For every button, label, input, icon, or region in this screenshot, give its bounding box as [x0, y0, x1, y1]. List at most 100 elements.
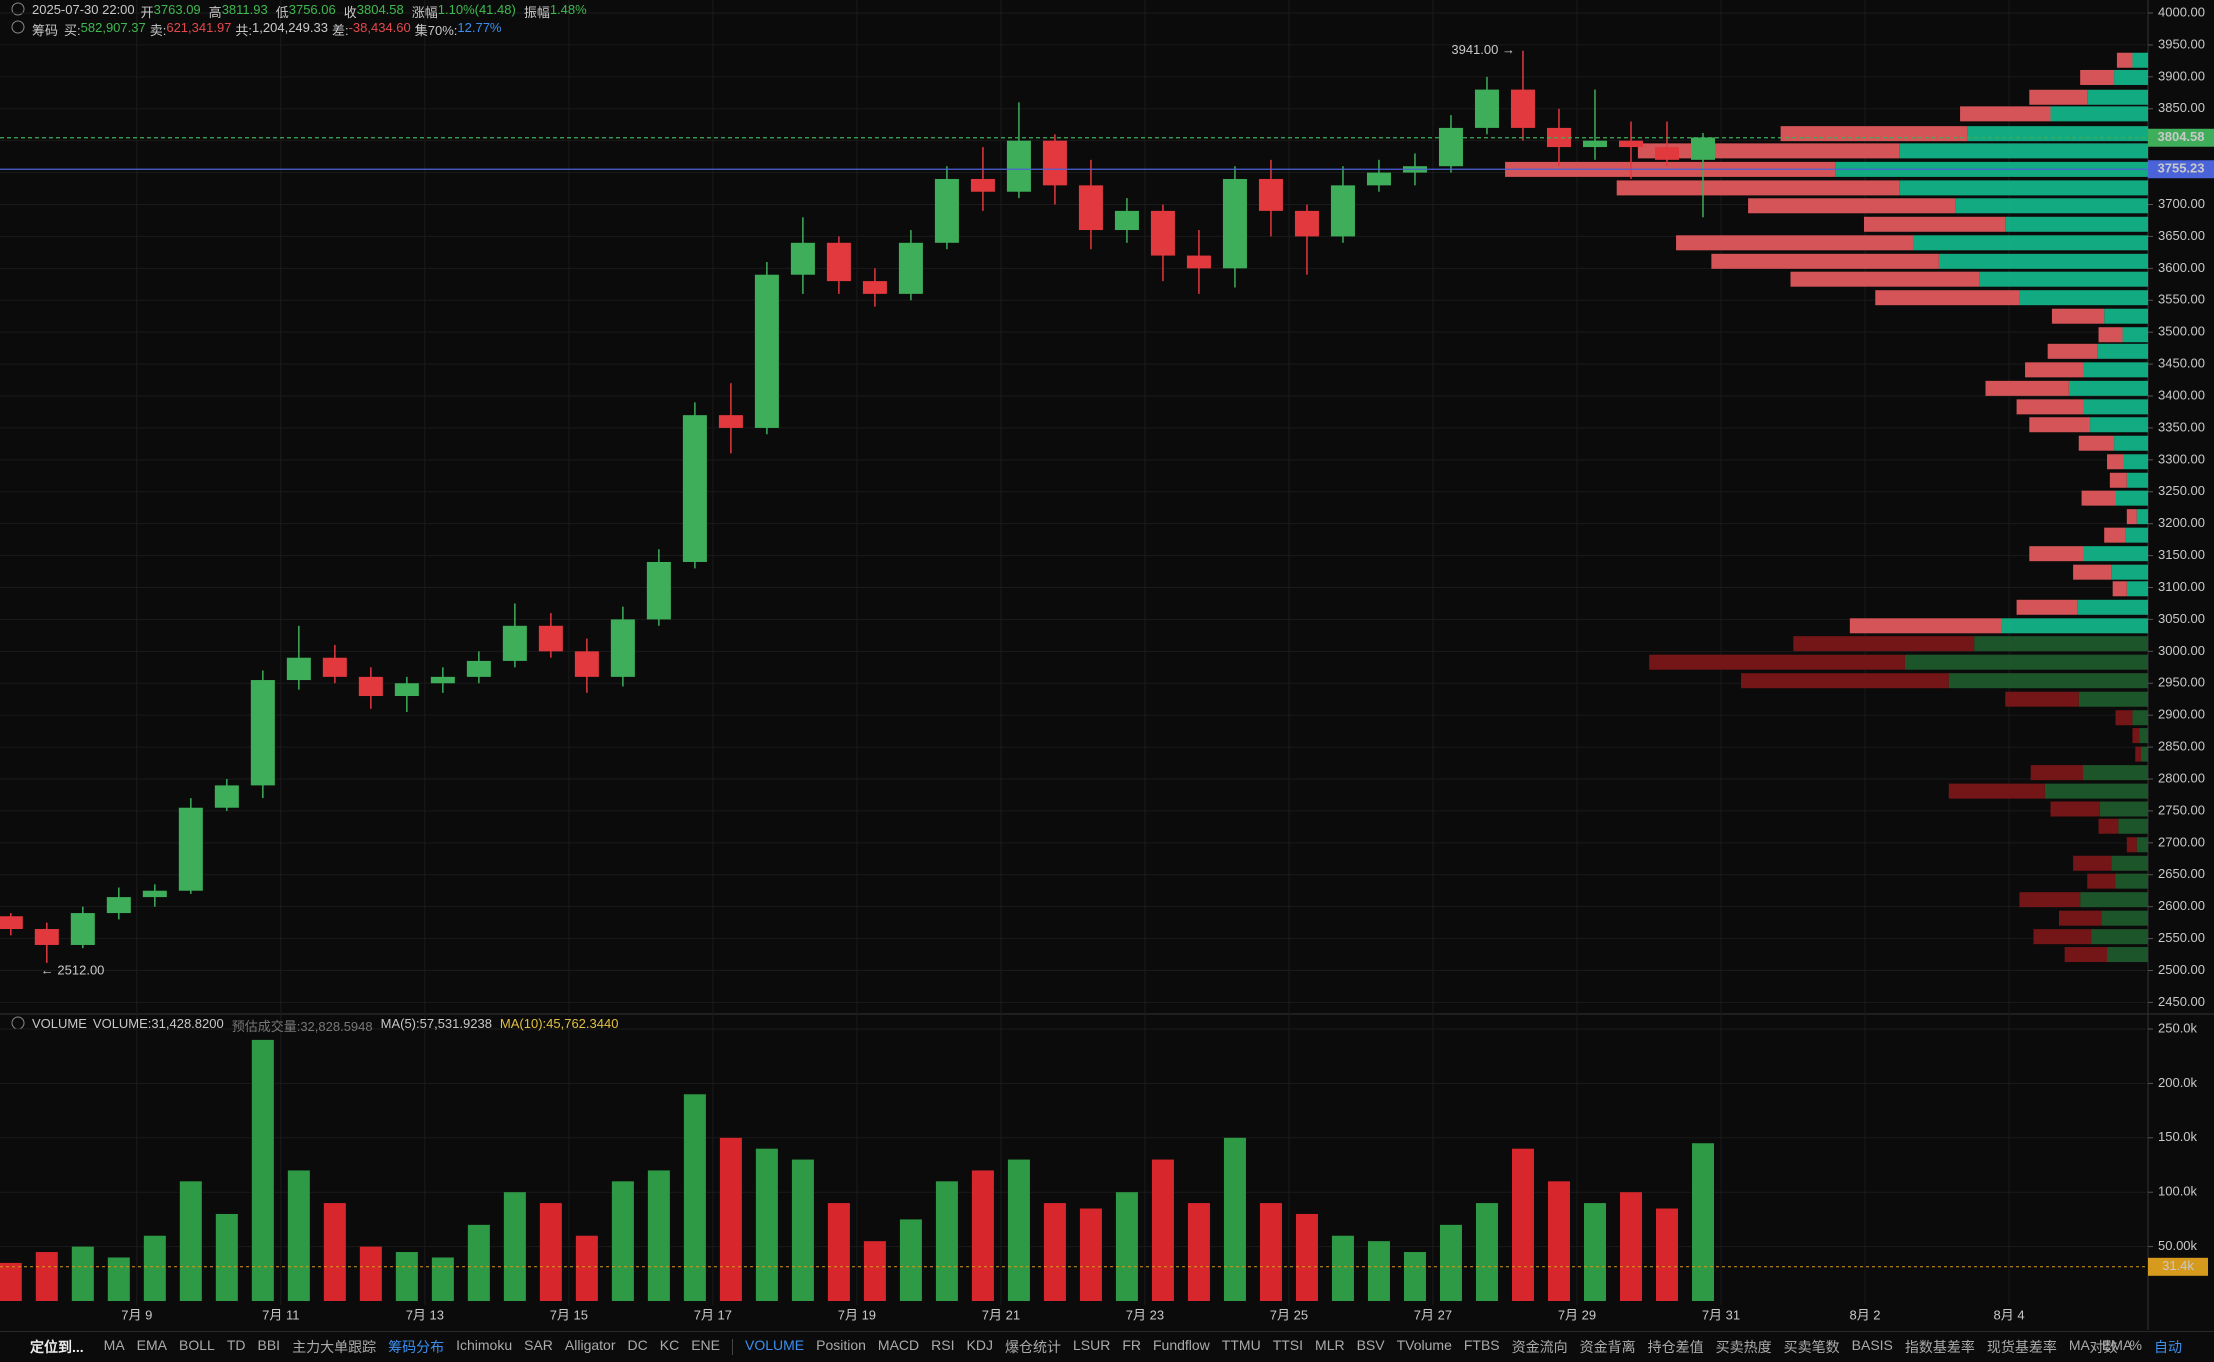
scale-button[interactable]: % [2129, 1337, 2142, 1353]
indicator-button[interactable]: MA [103, 1337, 125, 1353]
indicator-button[interactable]: 主力大单跟踪 [292, 1339, 377, 1355]
indicator-button[interactable]: 指数基差率 [1904, 1339, 1975, 1355]
volume-bar [755, 1148, 778, 1301]
volume-bar [863, 1241, 886, 1301]
collapse-icon[interactable] [11, 1016, 25, 1030]
x-tick-label: 7月 11 [262, 1307, 299, 1322]
indicator-button[interactable]: MACD [877, 1337, 920, 1353]
chip-sell-bar [2019, 892, 2081, 908]
indicator-button[interactable]: EMA [136, 1337, 168, 1353]
indicator-button[interactable]: TTSI [1272, 1337, 1304, 1353]
indicator-button[interactable]: 现货基差率 [1986, 1339, 2057, 1355]
volume-tag [2148, 1257, 2208, 1276]
indicator-button[interactable]: EMA [2101, 1337, 2133, 1353]
indicator-button[interactable]: ENE [691, 1337, 720, 1353]
indicator-button[interactable]: 买卖热度 [1715, 1339, 1772, 1355]
header-label: 开 [140, 5, 154, 20]
chip-sell-bar [1960, 106, 2051, 122]
candle-body [214, 785, 239, 808]
indicator-button[interactable]: 买卖笔数 [1783, 1339, 1840, 1355]
candle-body [898, 242, 923, 294]
indicator-button[interactable]: MA [2068, 1337, 2090, 1353]
collapse-icon[interactable] [11, 20, 25, 34]
indicator-button[interactable]: KC [659, 1337, 680, 1353]
y-tick-label: 3700.00 [2158, 196, 2205, 211]
chip-buy-bar [2115, 490, 2148, 506]
price-tag-label: 3804.58 [2158, 129, 2205, 144]
y-tick-label: 100.0k [2158, 1184, 2198, 1199]
x-tick-label: 8月 2 [1849, 1307, 1880, 1322]
candle-body [286, 657, 311, 681]
candle-body [1654, 147, 1679, 160]
indicator-button[interactable]: Alligator [564, 1337, 616, 1353]
locate-button[interactable]: 定位到... [30, 1339, 84, 1355]
chip-buy-bar [2001, 618, 2148, 634]
volume-bar [35, 1252, 58, 1301]
indicator-button[interactable]: BASIS [1851, 1337, 1893, 1353]
indicator-button[interactable]: BOLL [179, 1337, 215, 1353]
indicator-button[interactable]: LSUR [1072, 1337, 1111, 1353]
indicator-button[interactable]: RSI [931, 1337, 955, 1353]
indicator-button[interactable]: 资金流向 [1511, 1339, 1568, 1355]
chip-buy-bar [2099, 801, 2148, 817]
chip-sell-bar [2029, 89, 2088, 105]
chip-buy-bar [2107, 947, 2148, 963]
candle-body [142, 890, 167, 898]
indicator-button[interactable]: FTBS [1463, 1337, 1500, 1353]
volume-bar [1043, 1203, 1066, 1301]
y-tick-label: 3250.00 [2158, 483, 2205, 498]
chip-sell-bar [2030, 765, 2083, 781]
indicator-button[interactable]: Position [816, 1337, 866, 1353]
indicator-button[interactable]: MLR [1315, 1337, 1345, 1353]
x-tick-label: 7月 21 [982, 1307, 1020, 1322]
chip-label: 卖: [149, 23, 167, 38]
ohlc-header: 2025-07-30 22:00 开 3763.09 高 3811.93 低 3756.0… [32, 2, 595, 21]
collapse-icon[interactable] [11, 2, 25, 16]
chip-sell-bar [2081, 490, 2116, 506]
chip-sell-bar [2080, 69, 2115, 85]
indicator-button[interactable]: BSV [1356, 1337, 1385, 1353]
x-tick-label: 7月 13 [406, 1307, 444, 1322]
indicator-button[interactable]: TVolume [1396, 1337, 1452, 1353]
chip-sell-bar [1711, 253, 1939, 269]
indicator-button[interactable]: 资金背离 [1579, 1339, 1636, 1355]
y-tick-label: 3300.00 [2158, 451, 2205, 466]
x-tick-label: 7月 15 [550, 1307, 588, 1322]
header-items: 开 3763.09 高 3811.93 低 3756.06 收 3804.58 涨幅 1.10%(… [141, 2, 595, 21]
chip-buy-bar [1913, 235, 2148, 251]
y-tick-label: 3900.00 [2158, 68, 2205, 83]
indicator-button[interactable]: DC [627, 1337, 648, 1353]
indicator-button[interactable]: SAR [524, 1337, 553, 1353]
indicator-button[interactable]: BBI [257, 1337, 281, 1353]
indicator-button[interactable]: 持仓差值 [1647, 1339, 1704, 1355]
y-tick-label: 3550.00 [2158, 292, 2205, 307]
chip-sell-bar [2126, 837, 2137, 853]
indicator-button[interactable]: 爆仓统计 [1004, 1339, 1061, 1355]
indicator-button[interactable]: FR [1122, 1337, 1141, 1353]
chip-sell-bar [1790, 271, 1980, 287]
volume-title: VOLUME [32, 1016, 87, 1031]
chip-buy-bar [2132, 710, 2148, 726]
scale-button[interactable]: 自动 [2154, 1339, 2182, 1355]
indicator-button[interactable]: Ichimoku [456, 1337, 513, 1353]
volume-item: MA(5):57,531.9238 [380, 1016, 492, 1031]
chip-items: 买: 582,907.37 卖: 621,341.97 共: 1,204,249.33 差:… [64, 20, 505, 39]
candle-body [1510, 89, 1535, 128]
indicator-button[interactable]: TTMU [1221, 1337, 1261, 1353]
indicator-button[interactable]: Fundflow [1152, 1337, 1210, 1353]
indicator-button[interactable]: TD [226, 1337, 246, 1353]
indicator-button[interactable]: KDJ [966, 1337, 993, 1353]
y-tick-label: 2900.00 [2158, 707, 2205, 722]
candle-body [1618, 140, 1643, 148]
chip-sell-bar [2078, 435, 2115, 451]
chip-buy-bar [2078, 691, 2148, 707]
chip-buy-bar [2126, 581, 2148, 597]
chip-buy-bar [2077, 599, 2148, 615]
x-tick-label: 7月 31 [1702, 1307, 1740, 1322]
scale-button[interactable]: 对数 [2089, 1339, 2118, 1355]
indicator-button[interactable]: VOLUME [744, 1337, 805, 1353]
indicator-button[interactable]: 筹码分布 [388, 1339, 445, 1355]
separator [731, 1339, 733, 1355]
x-tick-label: 7月 9 [121, 1307, 152, 1322]
